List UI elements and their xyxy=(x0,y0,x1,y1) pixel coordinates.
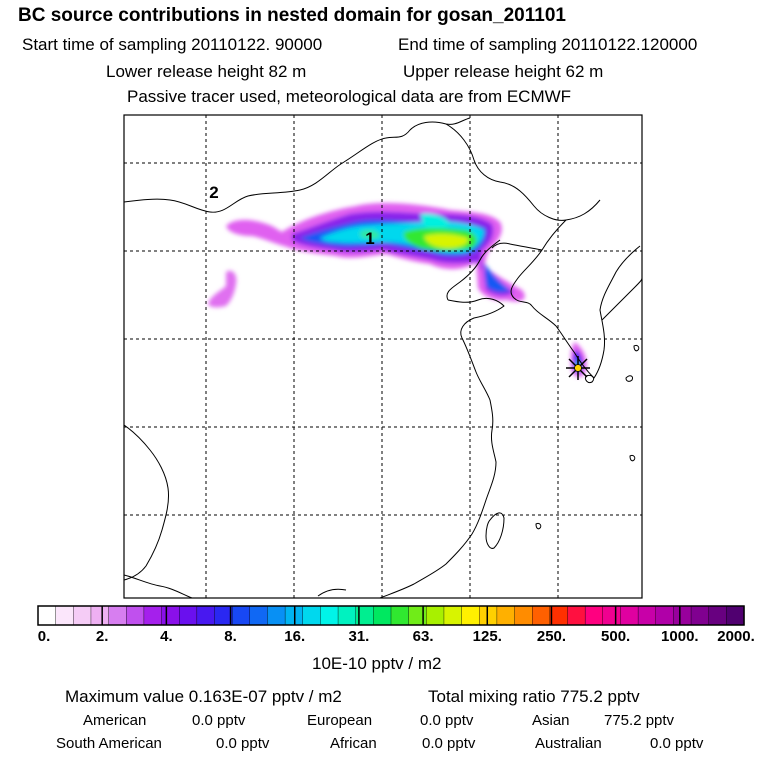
colorbar-cell xyxy=(267,605,286,626)
upper-release-label: Upper release height 62 m xyxy=(403,62,604,81)
colorbar-cell xyxy=(426,605,445,626)
colorbar-cell xyxy=(479,605,498,626)
colorbar-cell xyxy=(637,605,657,626)
colorbar-tick-label: 2. xyxy=(95,628,109,645)
colorbar-cell xyxy=(390,605,410,626)
colorbar-cell xyxy=(532,605,551,626)
region-label-1: 1 xyxy=(365,229,374,248)
start-time-label: Start time of sampling 20110122. 90000 xyxy=(22,35,323,54)
asian-value: 775.2 pptv xyxy=(604,712,675,729)
colorbar-cell xyxy=(408,605,427,626)
colorbar-cell xyxy=(673,605,692,626)
lower-release-label: Lower release height 82 m xyxy=(106,62,307,81)
colorbar-cell xyxy=(73,605,92,626)
european-value: 0.0 pptv xyxy=(420,712,474,729)
colorbar-tick-label: 0. xyxy=(37,628,51,645)
colorbar-tick-label: 250. xyxy=(536,628,567,645)
african-value: 0.0 pptv xyxy=(422,735,476,752)
colorbar-tick-label: 31. xyxy=(348,628,370,645)
colorbar-tick-label: 1000. xyxy=(661,628,699,645)
colorbar-cell xyxy=(196,605,216,626)
end-time-label: End time of sampling 20110122.120000 xyxy=(398,35,698,54)
colorbar-cell xyxy=(108,605,127,626)
tracer-note: Passive tracer used, meteorological data… xyxy=(127,87,572,106)
colorbar-tick-label: 63. xyxy=(412,628,434,645)
colorbar-cell xyxy=(302,605,321,626)
colorbar-cell xyxy=(231,605,251,626)
colorbar-cell xyxy=(55,605,74,626)
region-label-2: 2 xyxy=(209,183,218,202)
colorbar-cell xyxy=(514,605,533,626)
colorbar-tick-label: 16. xyxy=(284,628,306,645)
colorbar-tick-label: 8. xyxy=(224,628,237,645)
colorbar-cell xyxy=(726,605,745,626)
african-label: African xyxy=(330,735,377,752)
coastlines xyxy=(124,117,642,598)
south-american-label: South American xyxy=(56,735,162,752)
australian-value: 0.0 pptv xyxy=(650,735,704,752)
colorbar-cell xyxy=(37,605,57,626)
colorbar-cell xyxy=(178,605,198,626)
colorbar-unit-label: 10E-10 pptv / m2 xyxy=(312,654,442,673)
colorbar-cell xyxy=(443,605,463,626)
colorbar-tick-label: 4. xyxy=(160,628,173,645)
concentration-plume xyxy=(208,203,587,378)
map-frame xyxy=(123,114,643,599)
colorbar-tick-label: 500. xyxy=(601,628,631,645)
colorbar-cell xyxy=(126,605,145,626)
colorbar-cell xyxy=(549,605,569,626)
american-value: 0.0 pptv xyxy=(192,712,246,729)
colorbar-tick-label: 2000. xyxy=(717,628,755,645)
colorbar-cell xyxy=(708,605,727,626)
european-label: European xyxy=(307,712,373,729)
colorbar-cell xyxy=(373,605,392,626)
colorbar-frame xyxy=(37,605,745,626)
colorbar-cell xyxy=(90,605,110,626)
australian-label: Australian xyxy=(535,735,602,752)
colorbar-cell xyxy=(337,605,357,626)
colorbar-cell xyxy=(320,605,339,626)
colorbar-cell xyxy=(602,605,622,626)
colorbar-cell xyxy=(249,605,269,626)
south-american-value: 0.0 pptv xyxy=(216,735,270,752)
total-mixing-ratio-label: Total mixing ratio 775.2 pptv xyxy=(428,687,640,706)
lat-lon-grid xyxy=(124,115,642,598)
colorbar-cell xyxy=(461,605,480,626)
colorbar-tick-label: 125. xyxy=(472,628,502,645)
colorbar-cell xyxy=(584,605,604,626)
colorbar-cell xyxy=(567,605,586,626)
colorbar-cell xyxy=(496,605,516,626)
plot-title: BC source contributions in nested domain… xyxy=(18,5,566,26)
colorbar-cell xyxy=(620,605,639,626)
colorbar-cell xyxy=(655,605,674,626)
american-label: American xyxy=(83,712,147,729)
receptor-star-icon xyxy=(566,356,590,380)
colorbar-cell xyxy=(690,605,710,626)
maximum-value-label: Maximum value 0.163E-07 pptv / m2 xyxy=(65,687,342,706)
colorbar-cell xyxy=(161,605,180,626)
colorbar-cell xyxy=(143,605,163,626)
asian-label: Asian xyxy=(532,712,570,729)
